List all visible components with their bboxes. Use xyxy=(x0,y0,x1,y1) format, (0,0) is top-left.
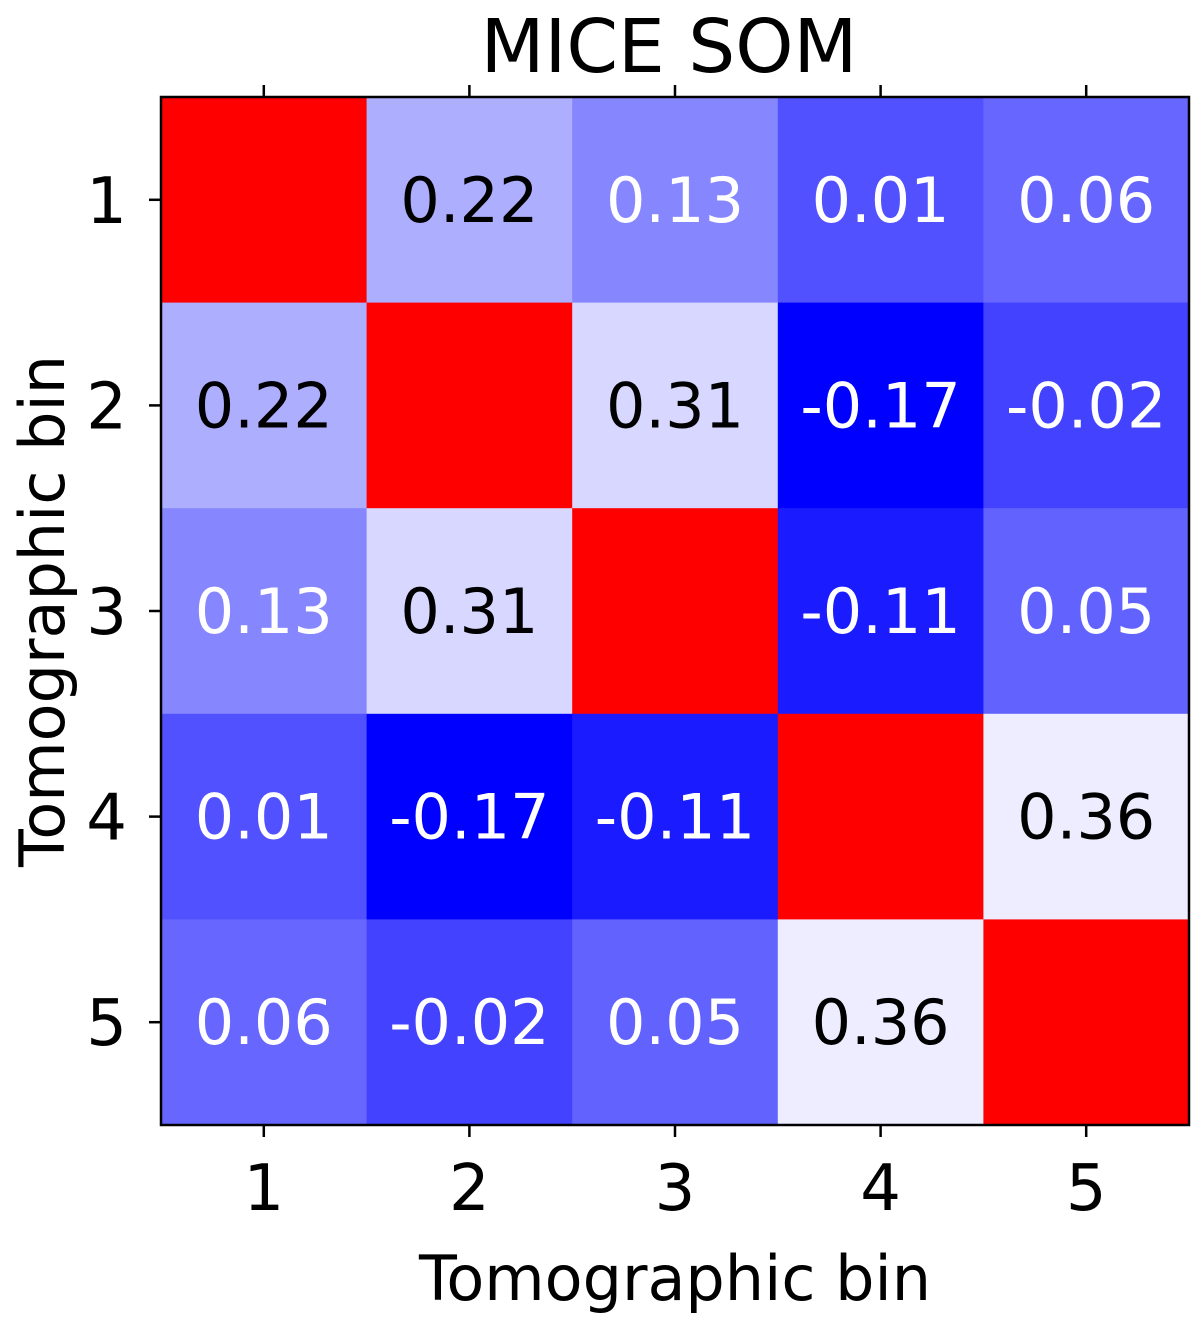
cell-value-label: 0.05 xyxy=(1017,575,1155,648)
heatmap-cell xyxy=(983,302,1190,509)
y-tick-label: 4 xyxy=(86,782,127,856)
x-tick-label: 4 xyxy=(860,1152,901,1226)
heatmap-cell xyxy=(572,302,779,509)
cell-value-label: 0.13 xyxy=(195,575,333,648)
x-tick-label: 5 xyxy=(1066,1152,1107,1226)
y-tick-label: 1 xyxy=(86,165,127,239)
heatmap-cell xyxy=(366,97,573,304)
cell-value-label: 0.31 xyxy=(400,575,538,648)
heatmap-cell xyxy=(777,713,984,920)
cell-value-label: -0.11 xyxy=(595,781,755,854)
cell-value-label: 0.13 xyxy=(606,164,744,237)
cell-value-label: 0.36 xyxy=(1017,781,1155,854)
heatmap-cells: 0.22 0.13 0.01 0.06 0.22 0.31 -0.17 -0.02 0.13 0.… xyxy=(161,97,1190,1126)
cell-value-label: 0.06 xyxy=(195,986,333,1059)
cell-value-label: 0.31 xyxy=(606,369,744,442)
chart-title: MICE SOM xyxy=(481,4,858,90)
cell-value-label: 0.01 xyxy=(812,164,950,237)
heatmap-cell xyxy=(366,508,573,715)
cell-value-label: 0.36 xyxy=(812,986,950,1059)
cell-value-label: 0.06 xyxy=(1017,164,1155,237)
x-tick-label: 3 xyxy=(655,1152,696,1226)
x-tick-label: 1 xyxy=(243,1152,284,1226)
heatmap-cell xyxy=(366,713,573,920)
heatmap-cell xyxy=(161,97,368,304)
heatmap-cell xyxy=(777,97,984,304)
y-tick-label: 2 xyxy=(86,370,127,444)
heatmap-cell xyxy=(983,97,1190,304)
cell-value-label: -0.02 xyxy=(389,986,549,1059)
heatmap-cell xyxy=(161,713,368,920)
cell-value-label: 0.01 xyxy=(195,781,333,854)
cell-value-label: 0.05 xyxy=(606,986,744,1059)
y-axis-label: Tomographic bin xyxy=(6,355,79,868)
heatmap-cell xyxy=(161,302,368,509)
heatmap-cell xyxy=(366,919,573,1126)
heatmap-cell xyxy=(572,508,779,715)
heatmap-cell xyxy=(777,302,984,509)
heatmap-cell xyxy=(572,919,779,1126)
y-tick-label: 5 xyxy=(86,987,127,1061)
heatmap-cell xyxy=(161,508,368,715)
cell-value-label: -0.17 xyxy=(800,369,960,442)
cell-value-label: -0.17 xyxy=(389,781,549,854)
heatmap-cell xyxy=(777,508,984,715)
heatmap-cell xyxy=(777,919,984,1126)
heatmap-cell xyxy=(572,97,779,304)
heatmap-cell xyxy=(983,508,1190,715)
cell-value-label: 0.22 xyxy=(400,164,538,237)
cell-value-label: -0.02 xyxy=(1006,369,1166,442)
heatmap-cell xyxy=(983,919,1190,1126)
y-tick-label: 3 xyxy=(86,576,127,650)
cell-value-label: -0.11 xyxy=(800,575,960,648)
heatmap-cell xyxy=(161,919,368,1126)
x-axis-label: Tomographic bin xyxy=(418,1242,931,1315)
heatmap-cell xyxy=(366,302,573,509)
heatmap-cell xyxy=(983,713,1190,920)
cell-value-label: 0.22 xyxy=(195,369,333,442)
x-tick-label: 2 xyxy=(449,1152,490,1226)
heatmap-cell xyxy=(572,713,779,920)
axis-ticks: 1 1 2 2 3 3 4 4 5 5 xyxy=(86,85,1107,1226)
